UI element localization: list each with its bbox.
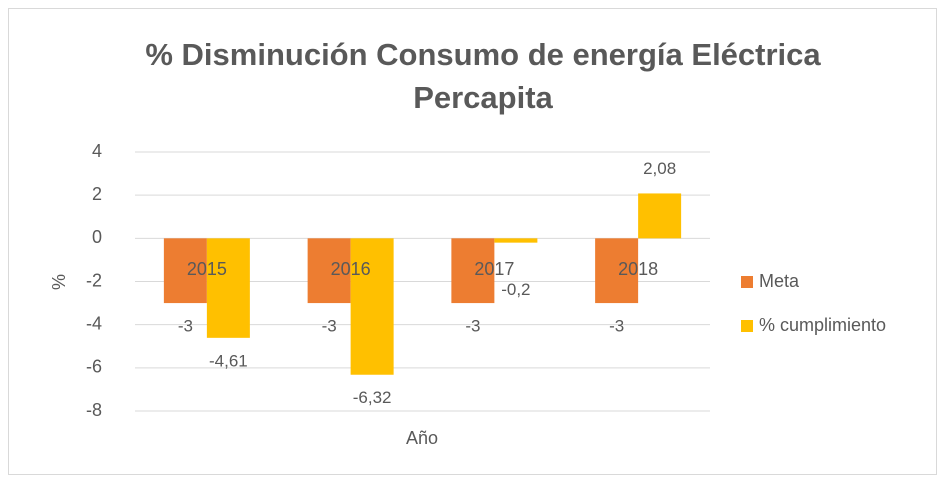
y-tick-label: 0 [92,227,102,247]
y-tick-label: -8 [86,400,102,420]
x-tick-label: 2017 [474,259,514,279]
x-axis-title: Año [406,428,438,448]
x-tick-label: 2018 [618,259,658,279]
data-label: -0,2 [501,280,530,299]
legend-swatch [741,276,753,288]
bar [494,238,538,243]
y-tick-label: -4 [86,313,102,333]
legend-label: Meta [759,271,800,291]
bar [350,238,394,375]
bar [451,238,495,304]
x-tick-label: 2015 [187,259,227,279]
legend-swatch [741,320,753,332]
bar [638,193,682,239]
x-tick-label: 2016 [331,259,371,279]
bar [206,238,250,338]
legend-label: % cumplimiento [759,315,886,335]
y-tick-label: 4 [92,141,102,161]
bar [307,238,351,304]
chart-title: % Disminución Consumo de energía Eléctri… [145,37,821,115]
data-label: -3 [178,317,193,336]
data-label: -6,32 [353,388,392,407]
data-label: 2,08 [643,159,676,178]
y-tick-label: -2 [86,270,102,290]
bar [595,238,639,304]
y-tick-label: 2 [92,184,102,204]
y-tick-label: -6 [86,357,102,377]
data-label: -3 [465,317,480,336]
data-label: -4,61 [209,351,248,370]
data-label: -3 [609,317,624,336]
bar [163,238,207,304]
data-label: -3 [322,317,337,336]
y-axis-title: % [49,274,69,290]
